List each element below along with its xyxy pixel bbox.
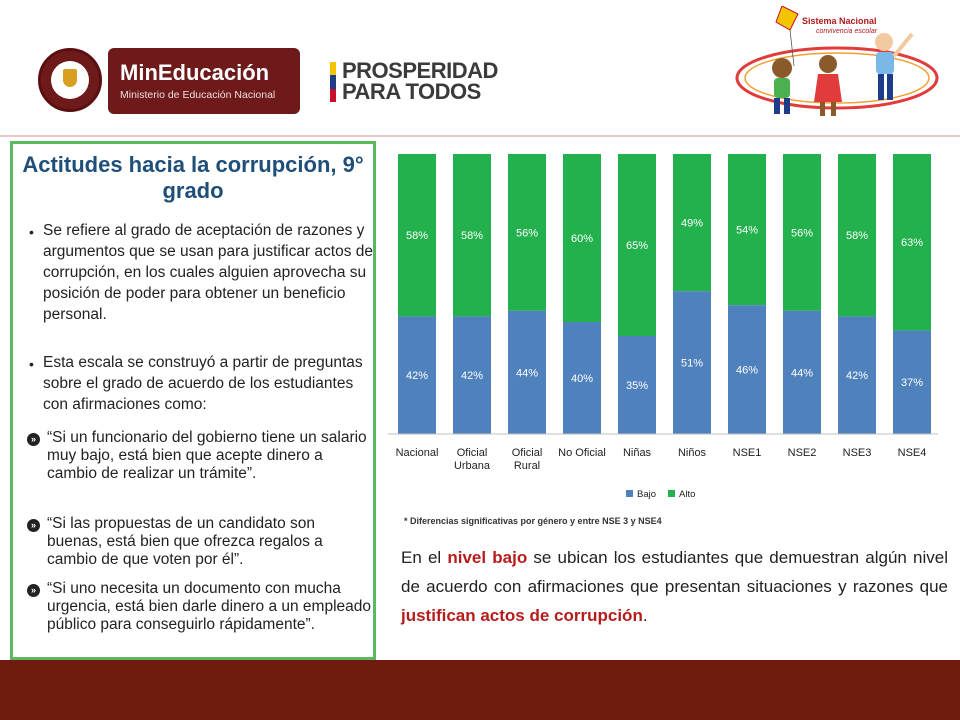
national-system-subtitle: convivencia escolar xyxy=(816,28,878,35)
data-label-alto: 63% xyxy=(901,237,923,249)
legend-label-alto: Alto xyxy=(679,489,695,500)
legend-swatch-bajo xyxy=(626,490,633,497)
bullet-icon: • xyxy=(29,224,34,240)
ministry-subtitle: Ministerio de Educación Nacional xyxy=(120,89,276,101)
national-system-logo: Sistema Nacional convivencia escolar xyxy=(734,5,940,130)
coat-of-arms-seal xyxy=(38,48,102,112)
bar-alto xyxy=(398,154,436,317)
description-panel: Actitudes hacia la corrupción, 9° grado … xyxy=(10,141,376,660)
x-tick-label: NSE3 xyxy=(843,447,872,459)
bar-alto xyxy=(673,154,711,292)
chart-footnote: * Diferencias significativas por género … xyxy=(404,516,662,526)
x-tick-label: Oficial xyxy=(457,447,488,459)
paragraph-highlight: nivel bajo xyxy=(447,548,528,567)
data-label-bajo: 51% xyxy=(681,358,703,370)
colombia-flag-icon xyxy=(330,62,336,102)
quote-bullet-icon: » xyxy=(27,519,40,532)
x-tick-label: NSE1 xyxy=(733,447,762,459)
x-tick-label: Niñas xyxy=(623,447,652,459)
paragraph-text: se ubican los estudiantes que demuestran… xyxy=(401,548,948,596)
x-tick-label: No Oficial xyxy=(558,447,606,459)
quote-bullet-icon: » xyxy=(27,433,40,446)
bar-bajo xyxy=(618,336,656,434)
bar-bajo xyxy=(563,322,601,434)
x-tick-label: Niños xyxy=(678,447,707,459)
data-label-bajo: 35% xyxy=(626,380,648,392)
statement-item: “Si un funcionario del gobierno tiene un… xyxy=(47,429,367,482)
legend-swatch-alto xyxy=(668,490,675,497)
bar-bajo xyxy=(453,316,491,434)
data-label-alto: 56% xyxy=(791,227,813,239)
header-divider xyxy=(0,135,960,137)
data-label-alto: 54% xyxy=(736,225,758,237)
x-tick-label: Urbana xyxy=(454,460,491,472)
ministry-logo: MinEducación Ministerio de Educación Nac… xyxy=(108,48,300,114)
data-label-alto: 56% xyxy=(516,227,538,239)
data-label-alto: 65% xyxy=(626,240,648,252)
prosperity-line1: PROSPERIDAD xyxy=(342,58,498,83)
statement-item: “Si uno necesita un documento con mucha … xyxy=(47,580,372,633)
prosperity-logo: PROSPERIDAD PARA TODOS xyxy=(342,58,498,104)
bar-alto xyxy=(563,154,601,322)
x-tick-label: Nacional xyxy=(396,447,439,459)
bar-alto xyxy=(508,154,546,311)
x-tick-label: Rural xyxy=(514,460,540,472)
construction-bullet: Esta escala se construyó a partir de pre… xyxy=(43,354,363,413)
data-label-bajo: 42% xyxy=(406,370,428,382)
legend-label-bajo: Bajo xyxy=(637,489,656,500)
paragraph-highlight: justifican actos de corrupción xyxy=(401,606,643,625)
data-label-bajo: 44% xyxy=(791,367,813,379)
bar-bajo xyxy=(783,310,821,434)
children-kite-illustration xyxy=(735,5,939,116)
bar-alto xyxy=(728,154,766,306)
data-label-alto: 49% xyxy=(681,218,703,230)
bar-alto xyxy=(783,154,821,311)
definition-bullet: Se refiere al grado de aceptación de raz… xyxy=(43,222,373,323)
panel-title: Actitudes hacia la corrupción, 9° grado xyxy=(22,152,364,203)
data-label-alto: 58% xyxy=(461,230,483,242)
data-label-bajo: 42% xyxy=(846,370,868,382)
x-tick-label: NSE4 xyxy=(898,447,927,459)
x-tick-label: NSE2 xyxy=(788,447,817,459)
quote-bullet-icon: » xyxy=(27,584,40,597)
data-label-bajo: 44% xyxy=(516,367,538,379)
shield-icon xyxy=(63,69,77,87)
bullet-icon: • xyxy=(29,356,34,372)
data-label-alto: 58% xyxy=(846,230,868,242)
stacked-bar-chart: 58%42%Nacional58%42%OficialUrbana56%44%O… xyxy=(388,154,938,500)
bar-bajo xyxy=(838,316,876,434)
national-system-title: Sistema Nacional xyxy=(802,16,877,26)
bar-bajo xyxy=(508,310,546,434)
data-label-alto: 60% xyxy=(571,233,593,245)
x-tick-label: Oficial xyxy=(512,447,543,459)
interpretation-paragraph: En el nivel bajo se ubican los estudiant… xyxy=(401,543,948,630)
bar-bajo xyxy=(398,316,436,434)
footer-bar xyxy=(0,660,960,720)
header: MinEducación Ministerio de Educación Nac… xyxy=(0,0,960,135)
paragraph-text: En el xyxy=(401,548,448,567)
bar-bajo xyxy=(893,330,931,434)
ministry-title: MinEducación xyxy=(120,60,270,85)
data-label-alto: 58% xyxy=(406,230,428,242)
data-label-bajo: 42% xyxy=(461,370,483,382)
statement-item: “Si las propuestas de un candidato son b… xyxy=(47,515,323,568)
data-label-bajo: 40% xyxy=(571,373,593,385)
prosperity-line2: PARA TODOS xyxy=(342,79,481,104)
data-label-bajo: 46% xyxy=(736,365,758,377)
bar-alto xyxy=(838,154,876,317)
bar-alto xyxy=(893,154,931,331)
data-label-bajo: 37% xyxy=(901,377,923,389)
paragraph-text: . xyxy=(642,606,648,625)
bar-bajo xyxy=(728,305,766,434)
bar-bajo xyxy=(673,291,711,434)
bar-alto xyxy=(618,154,656,336)
bar-alto xyxy=(453,154,491,317)
